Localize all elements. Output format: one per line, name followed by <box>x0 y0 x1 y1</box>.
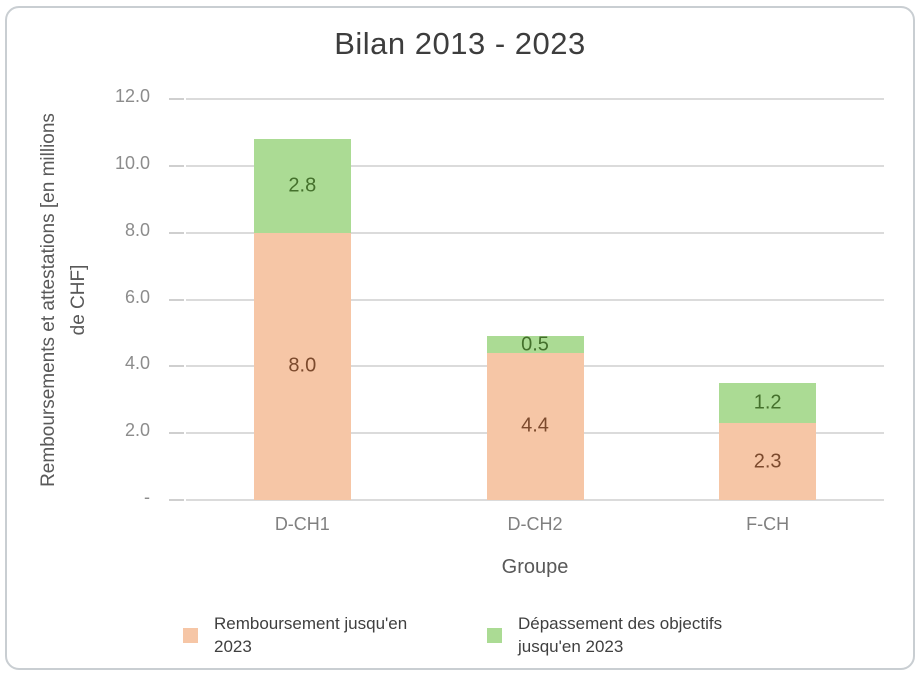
y-axis-tick <box>169 231 184 234</box>
gridline <box>186 98 884 100</box>
y-axis-tick <box>169 98 184 100</box>
y-tick-label: 4.0 <box>124 353 150 374</box>
bar-segment-remboursement <box>253 232 351 500</box>
bar-value-label: 2.8 <box>288 174 317 197</box>
bar-segment-remboursement <box>719 423 817 500</box>
bar-segment-depassement <box>719 383 817 424</box>
y-tick-label: 8.0 <box>124 219 150 240</box>
y-axis-tick <box>169 365 184 368</box>
y-tick-label: 12.0 <box>114 86 150 106</box>
x-category-label: D-CH1 <box>274 514 330 534</box>
x-axis-title: Groupe <box>501 556 569 578</box>
y-axis-tick <box>169 164 184 167</box>
gridline <box>186 231 884 234</box>
gridline <box>186 164 884 167</box>
bar-value-label: 1.2 <box>753 391 782 414</box>
x-category-label: D-CH2 <box>507 514 563 534</box>
bar-value-label: 2.3 <box>753 450 782 473</box>
y-axis-tick <box>169 499 184 501</box>
chart-title: Bilan 2013 - 2023 <box>334 26 586 61</box>
legend-label: Dépassement des objectifs jusqu'en 2023 <box>518 614 723 656</box>
gridline <box>186 298 884 301</box>
bar-value-label: 4.4 <box>521 414 549 437</box>
legend-swatch <box>487 627 502 643</box>
x-category-label: F-CH <box>746 514 790 534</box>
y-tick-label: - <box>144 487 150 507</box>
y-tick-label: 2.0 <box>124 420 150 441</box>
bar-value-label: 0.5 <box>521 333 549 356</box>
legend-swatch <box>183 627 198 643</box>
legend-label: Remboursement jusqu'en 2023 <box>214 614 408 656</box>
y-axis-title-line1: Remboursements et attestations [en milli… <box>38 113 59 487</box>
legend-entry: Remboursement jusqu'en 2023 <box>183 612 419 658</box>
bar-segment-depassement <box>486 336 584 353</box>
y-tick-label: 10.0 <box>114 152 150 173</box>
bar-segment-depassement <box>253 139 351 233</box>
y-axis-tick <box>169 432 184 435</box>
bar-value-label: 8.0 <box>288 354 317 377</box>
gridline <box>186 499 884 501</box>
y-tick-label: 6.0 <box>124 286 150 307</box>
legend-entry: Dépassement des objectifs jusqu'en 2023 <box>487 612 753 658</box>
y-axis-tick <box>169 298 184 301</box>
bar-segment-remboursement <box>486 352 584 500</box>
